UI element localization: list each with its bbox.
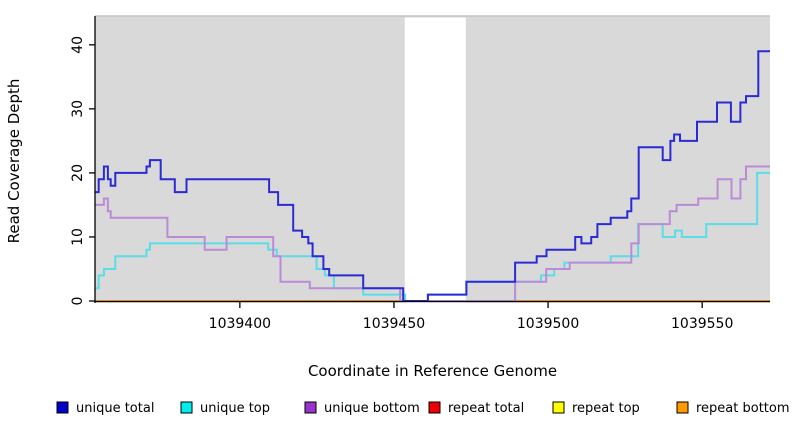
legend-swatch-repeat-total bbox=[428, 401, 441, 414]
legend-swatch-repeat-top bbox=[552, 401, 565, 414]
x-axis-title: Coordinate in Reference Genome bbox=[307, 362, 558, 380]
x-tick-label: 1039400 bbox=[209, 316, 271, 332]
masked-region bbox=[404, 17, 466, 303]
x-tick-label: 1039550 bbox=[671, 316, 733, 332]
legend-swatch-repeat-bottom bbox=[676, 401, 689, 414]
y-tick-label: 30 bbox=[70, 100, 86, 118]
legend-label-repeat-top: repeat top bbox=[572, 401, 640, 416]
y-tick-label: 0 bbox=[70, 297, 86, 306]
series-line-unique-bottom bbox=[95, 165, 770, 302]
y-tick-label: 10 bbox=[70, 228, 86, 246]
y-axis-title: Read Coverage Depth bbox=[5, 78, 23, 244]
legend-swatch-unique-total bbox=[56, 401, 69, 414]
series-line-unique-total bbox=[95, 50, 770, 302]
legend-label-repeat-bottom: repeat bottom bbox=[696, 401, 790, 416]
legend-label-repeat-total: repeat total bbox=[448, 401, 524, 416]
legend-label-unique-total: unique total bbox=[76, 401, 154, 416]
legend-swatch-unique-bottom bbox=[304, 401, 317, 414]
x-tick-label: 1039450 bbox=[363, 316, 425, 332]
legend-label-unique-bottom: unique bottom bbox=[324, 401, 420, 416]
legend-swatch-unique-top bbox=[180, 401, 193, 414]
y-tick-label: 20 bbox=[70, 164, 86, 182]
y-tick-label: 40 bbox=[70, 36, 86, 54]
x-tick-label: 1039500 bbox=[517, 316, 579, 332]
legend-label-unique-top: unique top bbox=[200, 401, 270, 416]
